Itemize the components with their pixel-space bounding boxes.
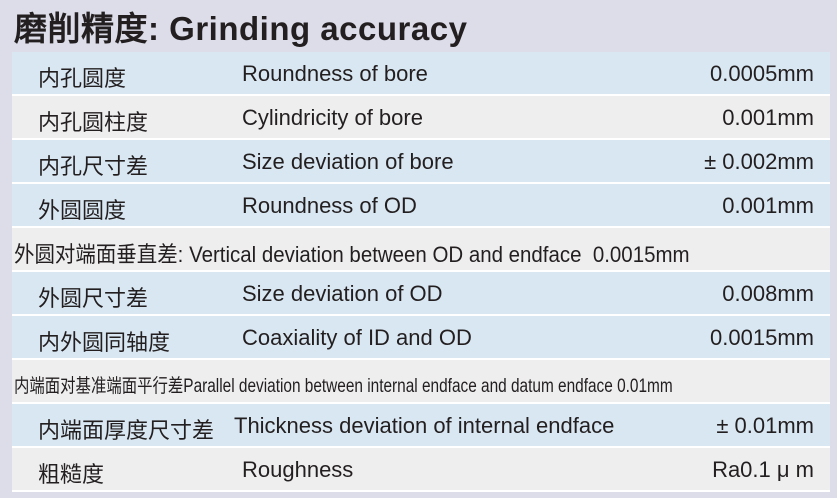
row-english-label: Roughness (242, 457, 354, 482)
row-english-label: Size deviation of bore (242, 149, 454, 174)
row-chinese-label: 内端面对基准端面平行差 (14, 376, 184, 397)
row-value: Ra0.1 μ m (712, 457, 814, 482)
table-row: 外圆尺寸差 Size deviation of OD 0.008mm (12, 272, 830, 314)
row-line: 外圆对端面垂直差: Vertical deviation between OD … (14, 237, 690, 269)
table-row: 外圆圆度 Roundness of OD 0.001mm (12, 184, 830, 226)
table-row: 内孔尺寸差 Size deviation of bore ± 0.002mm (12, 140, 830, 182)
row-line: 内端面对基准端面平行差Parallel deviation between in… (14, 371, 673, 398)
row-english-label: Vertical deviation between OD and endfac… (189, 242, 582, 267)
row-english-label: Roundness of bore (242, 61, 428, 86)
row-english-label: Parallel deviation between internal endf… (183, 376, 613, 397)
row-chinese-label: 外圆尺寸差 (38, 286, 149, 311)
table-row: 内孔圆度 Roundness of bore 0.0005mm (12, 52, 830, 94)
row-value: ± 0.01mm (716, 413, 814, 438)
table-row: 内孔圆柱度 Cylindricity of bore 0.001mm (12, 96, 830, 138)
row-chinese-label: 内端面厚度尺寸差 (38, 418, 215, 443)
row-chinese-label: 内孔尺寸差 (38, 154, 149, 179)
row-chinese-label: 内外圆同轴度 (38, 330, 171, 355)
grinding-accuracy-table: 内孔圆度 Roundness of bore 0.0005mm 内孔圆柱度 Cy… (12, 52, 830, 492)
row-english-label: Size deviation of OD (242, 281, 443, 306)
table-row: 内端面厚度尺寸差 Thickness deviation of internal… (12, 404, 830, 446)
table-row: 外圆对端面垂直差: Vertical deviation between OD … (12, 228, 830, 270)
row-chinese-label: 外圆圆度 (38, 198, 127, 223)
row-chinese-label: 内孔圆柱度 (38, 110, 149, 135)
row-chinese-label: 外圆对端面垂直差: (14, 242, 184, 267)
row-chinese-label: 粗糙度 (38, 462, 105, 487)
table-row: 粗糙度 Roughness Ra0.1 μ m (12, 448, 830, 490)
row-value: 0.001mm (722, 105, 814, 130)
row-value: 0.001mm (722, 193, 814, 218)
row-value: 0.0015mm (592, 242, 690, 267)
row-value: 0.008mm (722, 281, 814, 306)
row-value: 0.0015mm (710, 325, 814, 350)
page-title: 磨削精度: Grinding accuracy (14, 10, 468, 47)
table-row: 内端面对基准端面平行差Parallel deviation between in… (12, 360, 830, 402)
row-english-label: Thickness deviation of internal endface (234, 413, 615, 438)
row-chinese-label: 内孔圆度 (38, 66, 127, 91)
row-value: ± 0.002mm (704, 149, 814, 174)
row-value: 0.0005mm (710, 61, 814, 86)
table-row: 内外圆同轴度 Coaxiality of ID and OD 0.0015mm (12, 316, 830, 358)
row-value: 0.01mm (617, 376, 673, 397)
row-english-label: Coaxiality of ID and OD (242, 325, 472, 350)
row-english-label: Roundness of OD (242, 193, 417, 218)
row-english-label: Cylindricity of bore (242, 105, 423, 130)
